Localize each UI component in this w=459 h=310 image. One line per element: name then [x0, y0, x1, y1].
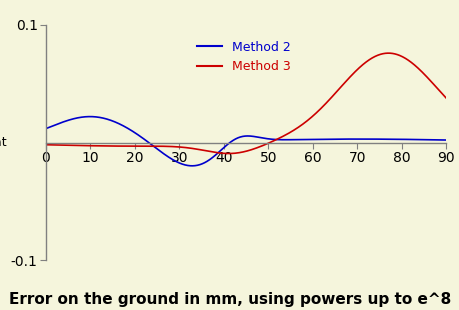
- Legend: Method 2, Method 3: Method 2, Method 3: [192, 36, 296, 78]
- Text: Lat: Lat: [0, 136, 7, 149]
- Text: Error on the ground in mm, using powers up to e^8: Error on the ground in mm, using powers …: [9, 292, 450, 307]
